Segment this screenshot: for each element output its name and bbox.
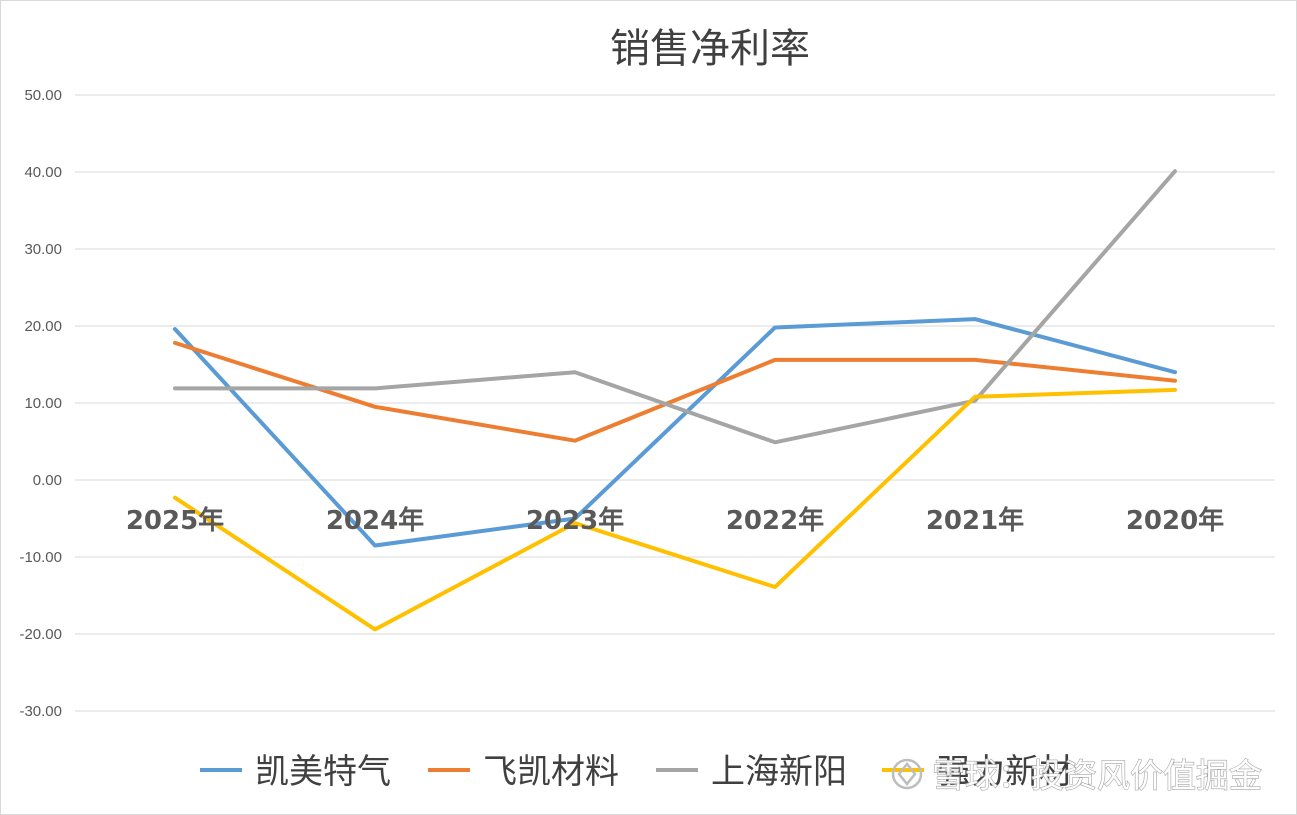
y-tick-label: 20.00: [24, 318, 62, 335]
y-tick-label: 30.00: [24, 241, 62, 258]
snowball-logo-icon: [891, 758, 923, 790]
legend-label: 上海新阳: [711, 752, 847, 792]
y-tick-label: 0.00: [33, 472, 62, 489]
gridlines: [75, 94, 1275, 712]
series-line-4: [173, 387, 1177, 632]
legend-label: 凯美特气: [255, 752, 391, 792]
y-tick-label: -30.00: [19, 703, 62, 720]
watermark-text: 雪球：投资风价值掘金: [932, 756, 1262, 795]
series-line-2: [173, 340, 1177, 443]
watermark: 雪球：投资风价值掘金: [891, 755, 1263, 796]
series-line-1: [173, 317, 1177, 548]
legend: 凯美特气 飞凯材料 上海新阳 强力新材: [200, 752, 1073, 792]
y-tick-label: 10.00: [24, 395, 62, 412]
y-tick-label: 50.00: [24, 87, 62, 104]
x-tick-label: 2021年: [926, 505, 1024, 536]
chart-title: 销售净利率: [610, 26, 810, 72]
y-tick-label: -20.00: [19, 626, 62, 643]
x-tick-label: 2025年: [126, 505, 224, 536]
x-tick-label: 2020年: [1126, 505, 1224, 536]
y-tick-label: 40.00: [24, 164, 62, 181]
x-tick-label: 2023年: [526, 505, 624, 536]
x-tick-label: 2022年: [726, 505, 824, 536]
series-lines: [173, 169, 1177, 632]
y-axis-ticks: 50.00 40.00 30.00 20.00 10.00 0.00 -10.00 -20.0…: [19, 87, 62, 720]
x-axis-ticks: 2025年 2024年 2023年 2022年 2021年 2020年: [126, 505, 1224, 536]
legend-label: 强力新材: [937, 752, 1073, 792]
legend-label: 飞凯材料: [483, 752, 619, 792]
series-line-3: [173, 169, 1177, 445]
y-tick-label: -10.00: [19, 549, 62, 566]
x-tick-label: 2024年: [326, 505, 424, 536]
